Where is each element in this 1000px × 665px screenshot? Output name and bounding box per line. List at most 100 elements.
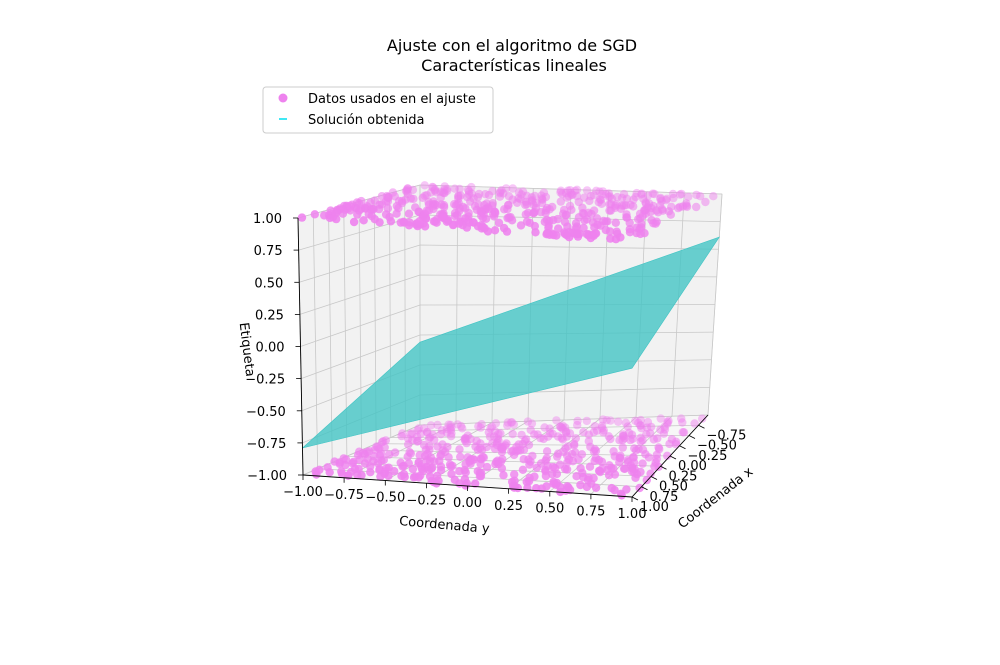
data-point: [606, 234, 615, 243]
data-point: [478, 207, 487, 216]
data-point: [656, 194, 665, 204]
data-point: [456, 452, 465, 461]
data-point: [508, 184, 517, 193]
data-point: [678, 418, 687, 427]
data-point: [631, 416, 640, 425]
data-point: [385, 212, 394, 222]
data-point: [510, 470, 519, 479]
data-point: [439, 202, 449, 212]
data-point: [542, 447, 552, 456]
data-point: [536, 433, 545, 443]
data-point: [565, 485, 575, 495]
legend-label-plane: Solución obtenida: [308, 113, 425, 128]
data-point: [508, 481, 518, 490]
data-point: [436, 430, 446, 439]
data-point: [605, 227, 615, 236]
tick-label: 0.25: [255, 308, 284, 323]
data-point: [648, 189, 657, 198]
tick-label: 0.25: [669, 469, 698, 484]
data-point: [383, 204, 393, 213]
data-point: [404, 440, 413, 449]
data-point: [440, 185, 449, 194]
tick-label: −0.50: [697, 439, 737, 454]
data-point: [638, 459, 647, 468]
tick-label: −0.75: [707, 428, 747, 443]
data-point: [425, 441, 434, 451]
data-point: [654, 443, 663, 452]
data-point: [516, 446, 525, 455]
tick-label: −0.25: [688, 449, 728, 464]
data-point: [458, 424, 467, 433]
data-point: [642, 430, 651, 439]
data-point: [579, 223, 588, 233]
data-point: [406, 449, 415, 458]
data-point: [573, 229, 582, 239]
data-point: [400, 472, 409, 482]
data-point: [408, 464, 418, 474]
data-point: [529, 200, 538, 209]
data-point: [493, 456, 502, 465]
data-point: [523, 417, 533, 426]
data-point: [403, 184, 412, 193]
data-point: [572, 185, 582, 194]
data-point: [484, 204, 494, 213]
tick-label: 0.00: [256, 341, 285, 356]
data-point: [620, 464, 630, 473]
data-point: [696, 192, 705, 201]
data-point: [576, 480, 585, 490]
data-point: [456, 421, 466, 431]
tick-label: 0.50: [254, 276, 283, 291]
data-point: [429, 217, 439, 226]
data-point: [463, 453, 472, 462]
data-point: [375, 444, 384, 453]
data-point: [642, 475, 651, 485]
data-point: [477, 445, 487, 454]
data-point: [619, 432, 628, 441]
data-point: [591, 483, 601, 492]
data-point: [616, 233, 625, 242]
data-point: [573, 416, 582, 426]
data-point: [518, 465, 528, 474]
data-point: [436, 193, 445, 202]
data-point: [663, 451, 672, 460]
legend: Datos usados en el ajuste Solución obten…: [262, 86, 494, 134]
y-axis-label: Coordenada y: [399, 514, 491, 537]
data-point: [571, 434, 580, 443]
data-point: [549, 477, 558, 487]
data-point: [325, 468, 334, 477]
data-point: [480, 224, 489, 233]
data-point: [406, 194, 415, 203]
data-point: [522, 217, 532, 226]
data-point: [394, 196, 404, 206]
data-point: [558, 189, 567, 199]
data-point: [471, 479, 480, 488]
data-point: [606, 199, 615, 209]
data-point: [610, 470, 620, 479]
data-point: [482, 462, 492, 472]
data-point: [461, 436, 470, 445]
data-point: [632, 223, 641, 232]
data-point: [429, 478, 439, 487]
data-point: [526, 425, 535, 435]
data-point: [451, 201, 460, 210]
data-point: [677, 414, 686, 423]
data-point: [383, 193, 393, 202]
data-point: [447, 429, 456, 438]
data-point: [373, 459, 383, 468]
legend-frame: [262, 86, 494, 134]
z-axis-label: Etiqueta: [236, 322, 258, 378]
data-point: [508, 195, 517, 204]
data-point: [598, 415, 608, 424]
data-point: [638, 211, 648, 220]
tick-label: −1.00: [283, 485, 323, 500]
data-point: [469, 218, 478, 227]
data-point: [398, 462, 407, 471]
tick-label: 0.50: [535, 502, 564, 517]
data-point: [585, 196, 594, 206]
tick-mark: [679, 445, 686, 450]
data-point: [455, 467, 464, 476]
data-point: [331, 209, 341, 218]
data-point: [698, 414, 707, 423]
data-point: [360, 203, 370, 213]
